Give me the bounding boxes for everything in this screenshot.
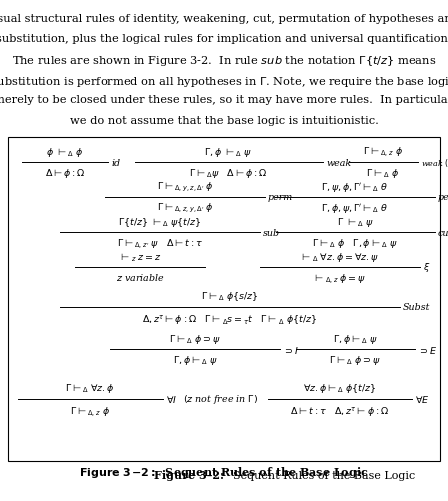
- Text: cut: cut: [438, 228, 448, 237]
- Text: $\Gamma\vdash_\Delta\ \phi\supset\psi$: $\Gamma\vdash_\Delta\ \phi\supset\psi$: [169, 332, 221, 345]
- Text: $\Gamma,\phi,\psi,\Gamma'\vdash_\Delta\ \theta$: $\Gamma,\phi,\psi,\Gamma'\vdash_\Delta\ …: [321, 201, 389, 214]
- Text: $\Gamma,\psi,\phi,\Gamma'\vdash_\Delta\ \theta$: $\Gamma,\psi,\phi,\Gamma'\vdash_\Delta\ …: [321, 181, 389, 193]
- Text: $\supset I$: $\supset I$: [283, 344, 299, 355]
- Text: $\Gamma\vdash_{\Delta,y,z,\Delta'}\ \phi$: $\Gamma\vdash_{\Delta,y,z,\Delta'}\ \phi…: [156, 180, 213, 193]
- Text: $\Gamma\vdash_{\Delta,z}\ \phi$: $\Gamma\vdash_{\Delta,z}\ \phi$: [70, 404, 110, 418]
- Text: $\Gamma\vdash_\Delta\ \forall z.\phi$: $\Gamma\vdash_\Delta\ \forall z.\phi$: [65, 381, 115, 394]
- Text: $\vdash_{\Delta,z}\ \phi=\psi$: $\vdash_{\Delta,z}\ \phi=\psi$: [314, 272, 366, 285]
- Text: perm: perm: [438, 193, 448, 202]
- Text: usual structural rules of identity, weakening, cut, permutation of hypotheses an: usual structural rules of identity, weak…: [0, 14, 448, 24]
- Text: $\supset E$: $\supset E$: [418, 344, 438, 355]
- Text: $\Gamma\vdash_\Delta\ \phi\quad\Gamma,\phi\vdash_\Delta\ \psi$: $\Gamma\vdash_\Delta\ \phi\quad\Gamma,\p…: [312, 236, 398, 249]
- Text: we do not assume that the base logic is intuitionistic.: we do not assume that the base logic is …: [69, 116, 379, 126]
- Text: substitution is performed on all hypotheses in $\Gamma$. Note, we require the ba: substitution is performed on all hypothe…: [0, 75, 448, 89]
- Text: $\phi\ \vdash_\Delta\ \phi$: $\phi\ \vdash_\Delta\ \phi$: [46, 146, 84, 159]
- Text: $\mathbf{Figure\ 3\!-\!2:}$  Sequent Rules of the Base Logic: $\mathbf{Figure\ 3\!-\!2:}$ Sequent Rule…: [79, 464, 369, 479]
- Text: $\forall z.\phi\vdash_\Delta\ \phi\{t/z\}$: $\forall z.\phi\vdash_\Delta\ \phi\{t/z\…: [303, 381, 377, 394]
- Text: $\forall I$: $\forall I$: [166, 394, 177, 404]
- Text: The rules are shown in Figure 3-2.  In rule $\mathit{sub}$ the notation $\Gamma\: The rules are shown in Figure 3-2. In ru…: [12, 54, 436, 68]
- Text: $\Gamma\vdash_{\Delta,z'}\ \psi\quad\Delta\vdash t:\tau$: $\Gamma\vdash_{\Delta,z'}\ \psi\quad\Del…: [117, 236, 203, 250]
- Text: Sequent Rules of the Base Logic: Sequent Rules of the Base Logic: [226, 470, 415, 480]
- Text: $(z$ not free in $\Gamma)$: $(z$ not free in $\Gamma)$: [183, 393, 258, 406]
- Text: $\Gamma\vdash_\Delta\psi\quad\Delta\vdash\phi:\Omega$: $\Gamma\vdash_\Delta\psi\quad\Delta\vdas…: [189, 167, 267, 180]
- Text: $\vdash_\Delta\ \forall z.\phi=\forall z.\psi$: $\vdash_\Delta\ \forall z.\phi=\forall z…: [301, 250, 379, 264]
- Text: $\Gamma\{t/z\}\ \vdash_\Delta\ \psi\{t/z\}$: $\Gamma\{t/z\}\ \vdash_\Delta\ \psi\{t/z…: [118, 215, 202, 228]
- Bar: [8, 138, 440, 461]
- Text: $\Gamma,\phi\vdash_\Delta\ \psi$: $\Gamma,\phi\vdash_\Delta\ \psi$: [332, 332, 377, 345]
- Text: $\Gamma,\phi\ \vdash_\Delta\ \psi$: $\Gamma,\phi\ \vdash_\Delta\ \psi$: [204, 146, 252, 159]
- Text: $\Gamma\vdash_{\Delta,z,y,\Delta'}\ \phi$: $\Gamma\vdash_{\Delta,z,y,\Delta'}\ \phi…: [156, 201, 213, 214]
- Text: $\Gamma\ \vdash_\Delta\ \psi$: $\Gamma\ \vdash_\Delta\ \psi$: [336, 215, 373, 228]
- Text: $\Gamma\vdash_\Delta\ \phi\{s/z\}$: $\Gamma\vdash_\Delta\ \phi\{s/z\}$: [201, 290, 259, 303]
- Text: substitution, plus the logical rules for implication and universal quantificatio: substitution, plus the logical rules for…: [0, 34, 448, 44]
- Text: $\xi$: $\xi$: [423, 261, 431, 274]
- Text: $\Delta,z^\tau\vdash\phi:\Omega\quad\Gamma\vdash_\Delta s=_\tau t\quad\Gamma\vda: $\Delta,z^\tau\vdash\phi:\Omega\quad\Gam…: [142, 313, 318, 326]
- Text: perm: perm: [268, 193, 293, 202]
- Text: $\forall E$: $\forall E$: [415, 394, 430, 404]
- Text: $\Gamma\vdash_\Delta\ \phi$: $\Gamma\vdash_\Delta\ \phi$: [366, 167, 400, 180]
- Text: weak: weak: [326, 158, 351, 167]
- Text: $\Gamma\vdash_{\Delta,z}\ \phi$: $\Gamma\vdash_{\Delta,z}\ \phi$: [363, 145, 403, 159]
- Text: $\Gamma,\phi\vdash_\Delta\ \psi$: $\Gamma,\phi\vdash_\Delta\ \psi$: [172, 353, 217, 366]
- Text: $\Gamma\vdash_\Delta\ \phi\supset\psi$: $\Gamma\vdash_\Delta\ \phi\supset\psi$: [329, 353, 381, 366]
- Text: id: id: [112, 158, 121, 167]
- Text: merely to be closed under these rules, so it may have more rules.  In particular: merely to be closed under these rules, s…: [0, 95, 448, 105]
- Text: sub: sub: [263, 228, 280, 237]
- Text: $\Delta\vdash\phi:\Omega$: $\Delta\vdash\phi:\Omega$: [45, 167, 85, 180]
- Text: $z$ variable: $z$ variable: [116, 272, 164, 283]
- Text: $\Delta\vdash t:\tau\quad\Delta,z^\tau\vdash\phi:\Omega$: $\Delta\vdash t:\tau\quad\Delta,z^\tau\v…: [290, 404, 389, 418]
- Text: Figure 3–2:: Figure 3–2:: [154, 469, 224, 480]
- Text: $\vdash_z\ z=z$: $\vdash_z\ z=z$: [119, 251, 161, 264]
- Text: weak $(z$ not in $\Delta)$: weak $(z$ not in $\Delta)$: [421, 157, 448, 169]
- Text: Subst: Subst: [403, 303, 431, 312]
